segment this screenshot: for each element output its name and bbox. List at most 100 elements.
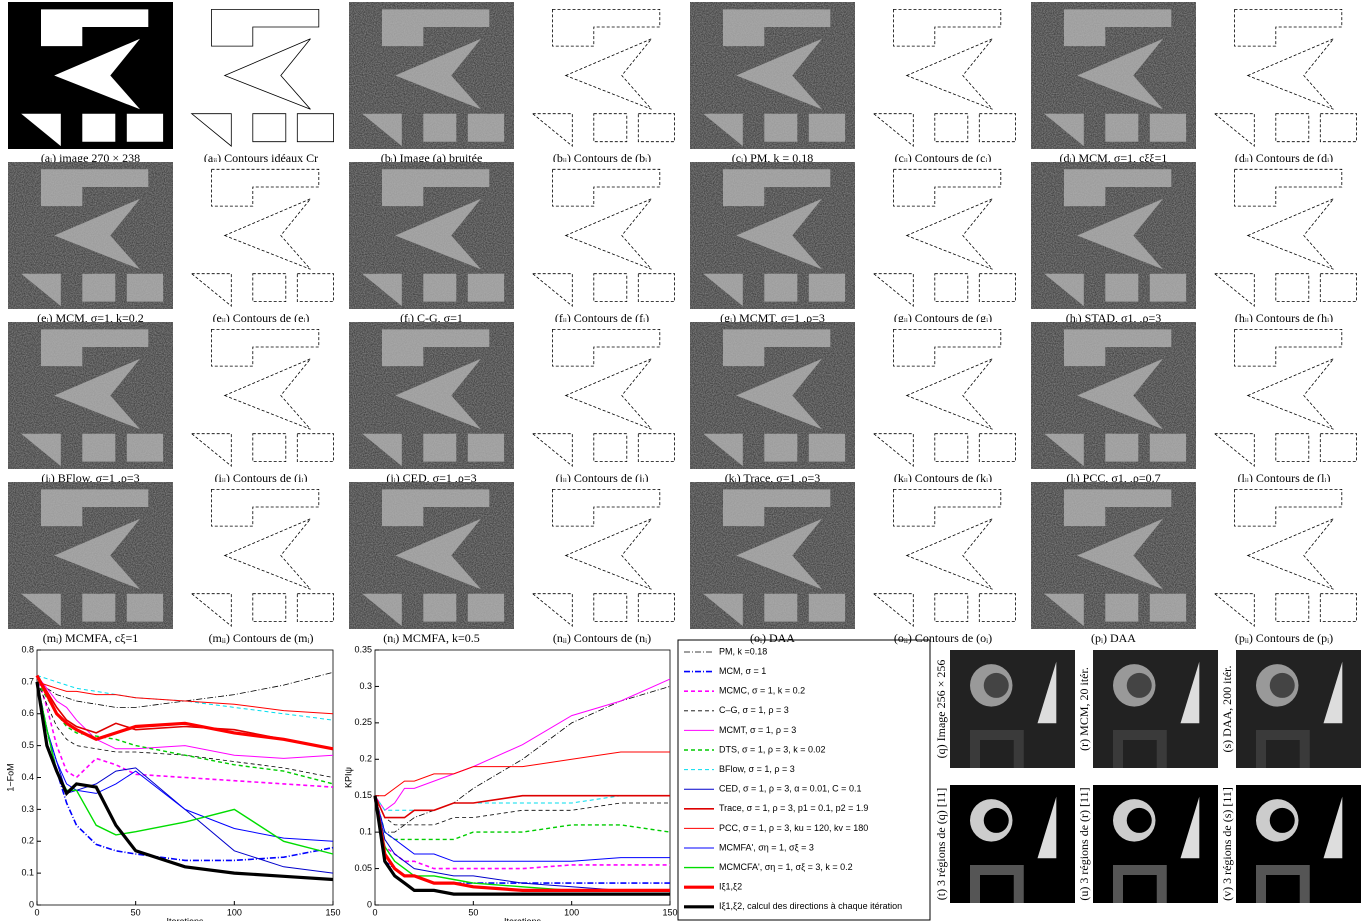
panel-caption: (nᵢ) MCMFA, k=0.5: [383, 631, 480, 645]
y-tick-label: 0.35: [354, 644, 372, 654]
thumbnail: [690, 2, 855, 149]
thumbnail: [1202, 482, 1367, 629]
series-line: [375, 752, 670, 796]
y-tick-label: 0.4: [21, 772, 34, 782]
y-tick-label: 0: [367, 899, 372, 909]
noise: [1031, 322, 1196, 469]
thumbnail: [690, 162, 855, 309]
series-line: [375, 796, 670, 862]
side-label: (q) Image 256 × 256: [934, 660, 948, 759]
noise: [690, 322, 855, 469]
y-tick-label: 0.2: [359, 754, 372, 764]
thumbnail: [861, 482, 1026, 629]
side-label: (t) 3 régions de (q) [11]: [934, 788, 948, 901]
y-tick-label: 0.6: [21, 708, 34, 718]
series-line: [37, 676, 333, 721]
panel-caption: (nᵢᵢ) Contours de (nᵢ): [553, 631, 651, 645]
legend-label: MCMFA', ση = 1, σξ = 3: [719, 842, 814, 852]
series-line: [37, 676, 333, 759]
thumbnail: [179, 322, 344, 469]
panel-caption: (oᵢᵢ) Contours de (oᵢ): [894, 631, 992, 645]
thumbnail: [1202, 322, 1367, 469]
noise: [349, 322, 514, 469]
noise: [1031, 2, 1196, 149]
noise: [8, 322, 173, 469]
series-line: [375, 679, 670, 810]
ring-hole: [1270, 808, 1295, 833]
legend-label: DTS, σ = 1, ρ = 3, k = 0.02: [719, 744, 825, 754]
legend-box: [678, 640, 930, 920]
noise: [1031, 482, 1196, 629]
y-tick-label: 0: [29, 899, 34, 909]
thumbnail: [1031, 162, 1196, 309]
panel-caption: (pᵢᵢ) Contours de (pᵢ): [1235, 631, 1333, 645]
thumbnail: [861, 2, 1026, 149]
series-line: [37, 682, 333, 714]
y-tick-label: 0.2: [21, 836, 34, 846]
x-axis-label: Iterations: [166, 916, 204, 921]
series-line: [37, 672, 333, 707]
series-line: [375, 796, 670, 840]
y-tick-label: 0.3: [359, 681, 372, 691]
thumbnail: [349, 162, 514, 309]
thumbnail: [8, 322, 173, 469]
y-tick-label: 0.8: [21, 644, 34, 654]
thumbnail: [8, 482, 173, 629]
series-line: [375, 796, 670, 818]
legend-label: Trace, σ = 1, ρ = 3, p1 = 0.1, p2 = 1.9: [719, 803, 868, 813]
legend-label: Iξ1,ξ2: [719, 882, 742, 892]
series-line: [37, 682, 333, 778]
legend-label: BFlow, σ = 1, ρ = 3: [719, 764, 795, 774]
y-tick-label: 0.05: [354, 863, 372, 873]
plot-frame: [375, 650, 670, 905]
noise: [349, 2, 514, 149]
thumbnail: [349, 322, 514, 469]
side-label: (v) 3 régions de (s) [11]: [1220, 787, 1234, 901]
series-line: [37, 676, 333, 749]
noise: [690, 482, 855, 629]
x-tick-label: 150: [325, 907, 340, 917]
legend-label: MCMT, σ = 1, ρ = 3: [719, 725, 796, 735]
thumbnail: [1031, 482, 1196, 629]
thumbnail: [520, 322, 685, 469]
legend-label: CED, σ = 1, ρ = 3, α = 0.01, C = 0.1: [719, 784, 861, 794]
thumbnail: [520, 482, 685, 629]
x-tick-label: 100: [227, 907, 242, 917]
ring-hole: [1127, 808, 1152, 833]
thumbnail: [1202, 162, 1367, 309]
x-axis-label: Iterations: [504, 916, 542, 921]
legend-label: Iξ1,ξ2, calcul des directions à chaque i…: [719, 901, 902, 911]
y-tick-label: 0.7: [21, 676, 34, 686]
panel-caption: (oᵢ) DAA: [750, 631, 795, 645]
ring-hole: [1270, 673, 1295, 698]
thumbnail: [8, 2, 173, 149]
thumbnail: [1202, 2, 1367, 149]
series-line: [37, 682, 333, 841]
y-axis-label: KPIψ: [343, 767, 353, 788]
y-axis-label: 1−FoM: [5, 763, 15, 791]
ring-hole: [984, 673, 1009, 698]
x-tick-label: 0: [372, 907, 377, 917]
side-label: (u) 3 régions de (r) [11]: [1077, 787, 1091, 900]
y-tick-label: 0.15: [354, 790, 372, 800]
panel-caption: (mᵢᵢ) Contours de (mᵢ): [209, 631, 314, 645]
side-label: (s) DAA, 200 itér.: [1220, 666, 1234, 753]
noise: [349, 482, 514, 629]
x-tick-label: 150: [662, 907, 677, 917]
thumbnail: [861, 322, 1026, 469]
ring-hole: [984, 808, 1009, 833]
legend-label: PCC, σ = 1, ρ = 3, ku = 120, kv = 180: [719, 823, 868, 833]
ring-hole: [1127, 673, 1152, 698]
y-tick-label: 0.25: [354, 717, 372, 727]
thumbnail: [179, 2, 344, 149]
y-tick-label: 0.1: [21, 868, 34, 878]
noise: [8, 162, 173, 309]
thumbnail: [690, 482, 855, 629]
shape: [82, 114, 115, 142]
x-tick-label: 100: [564, 907, 579, 917]
noise: [349, 162, 514, 309]
thumbnail: [690, 322, 855, 469]
figure: (aᵢ) image 270 × 238(aᵢᵢ) Contours idéau…: [0, 0, 1370, 921]
y-tick-label: 0.3: [21, 804, 34, 814]
panel-caption: (mᵢ) MCMFA, cξ=1: [43, 631, 139, 645]
